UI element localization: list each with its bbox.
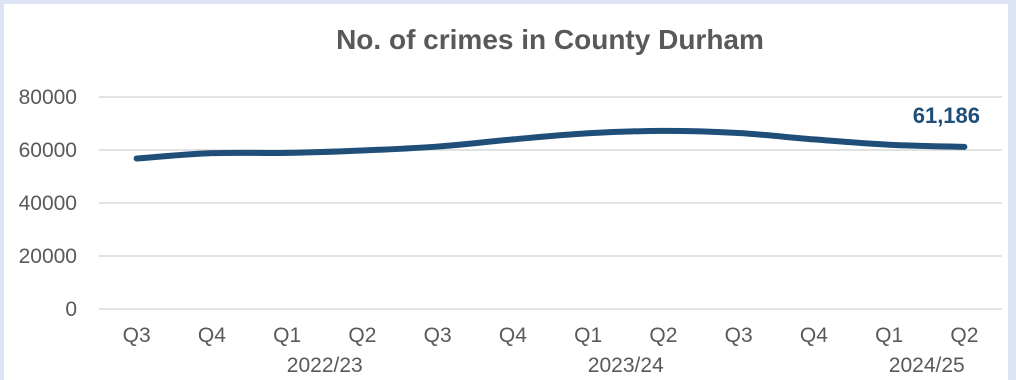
x-year-label: 2022/23 xyxy=(287,354,363,377)
data-labels: 61,186 xyxy=(913,103,980,128)
y-tick-label: 60000 xyxy=(19,139,77,162)
gridlines xyxy=(99,96,1002,310)
x-tick-label: Q1 xyxy=(574,324,602,347)
y-axis-ticks: 0 20000 40000 60000 80000 xyxy=(19,86,77,321)
x-tick-label: Q2 xyxy=(950,324,978,347)
series-line xyxy=(133,127,968,162)
y-tick-label: 0 xyxy=(65,298,77,321)
y-tick-label: 40000 xyxy=(19,192,77,215)
x-tick-label: Q3 xyxy=(424,324,452,347)
x-tick-label: Q2 xyxy=(649,324,677,347)
series-layer xyxy=(133,127,968,162)
x-tick-label: Q4 xyxy=(800,324,828,347)
x-axis-year-groups: 2022/23 2023/24 2024/25 xyxy=(287,354,965,377)
chart-panel: No. of crimes in County Durham 0 20000 400… xyxy=(4,4,1008,380)
x-tick-label: Q4 xyxy=(198,324,226,347)
x-tick-label: Q3 xyxy=(725,324,753,347)
x-tick-label: Q3 xyxy=(123,324,151,347)
x-tick-label: Q4 xyxy=(499,324,527,347)
y-tick-label: 20000 xyxy=(19,245,77,268)
x-axis-ticks: Q3 Q4 Q1 Q2 Q3 Q4 Q1 Q2 Q3 Q4 Q1 Q2 xyxy=(123,324,979,347)
y-tick-label: 80000 xyxy=(19,86,77,109)
data-label: 61,186 xyxy=(913,103,980,128)
x-year-label: 2024/25 xyxy=(889,354,965,377)
x-tick-label: Q1 xyxy=(273,324,301,347)
chart-title: No. of crimes in County Durham xyxy=(336,24,764,55)
line-chart: No. of crimes in County Durham 0 20000 400… xyxy=(19,24,1002,377)
x-year-label: 2023/24 xyxy=(588,354,664,377)
x-tick-label: Q2 xyxy=(348,324,376,347)
x-tick-label: Q1 xyxy=(875,324,903,347)
